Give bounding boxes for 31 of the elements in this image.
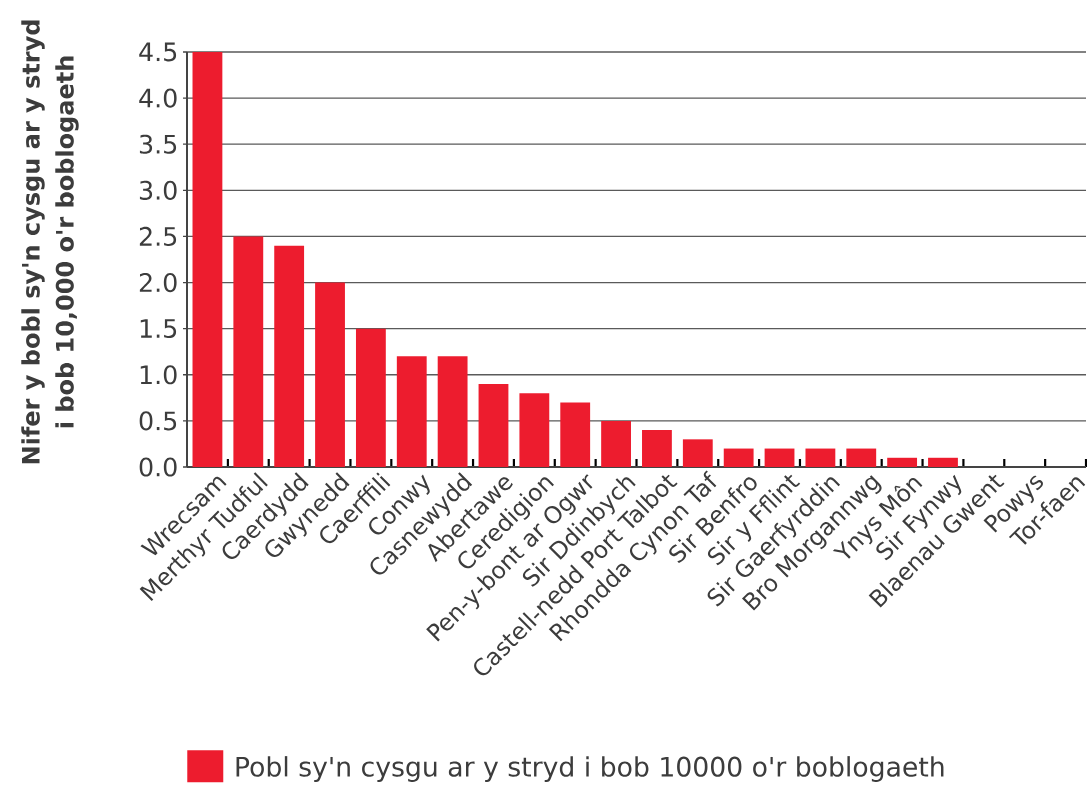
y-tick-label: 2.5 xyxy=(139,226,177,247)
legend-label: Pobl sy'n cysgu ar y stryd i bob 10000 o'r boblogaeth xyxy=(236,756,944,782)
bar xyxy=(928,457,958,467)
y-tick-label: 4.0 xyxy=(139,88,177,108)
y-tick-label: 0.0 xyxy=(139,457,177,477)
y-tick-label: 4.5 xyxy=(139,42,177,62)
bar xyxy=(396,356,427,467)
bar xyxy=(355,328,386,467)
bar xyxy=(315,282,345,467)
y-axis-title: Nifer y bobl sy'n cysgu ar y stryd i bob 10,000 o'r boblogaeth xyxy=(21,20,79,464)
bar xyxy=(233,236,264,467)
bar xyxy=(437,356,468,467)
bar xyxy=(560,402,591,467)
y-tick-label: 0.5 xyxy=(139,411,177,431)
bar xyxy=(682,439,713,467)
bar xyxy=(805,448,836,467)
bar xyxy=(764,448,795,467)
bar xyxy=(846,448,877,467)
y-tick-label: 2.0 xyxy=(139,272,177,293)
y-tick-label: 1.0 xyxy=(140,365,177,385)
bar xyxy=(723,448,754,467)
bar xyxy=(519,393,550,467)
bar xyxy=(887,457,918,467)
bar xyxy=(478,384,509,467)
y-tick-label: 3.0 xyxy=(139,180,177,200)
y-tick-label: 3.5 xyxy=(139,134,177,154)
bar xyxy=(274,245,305,467)
bar xyxy=(601,420,631,467)
bar xyxy=(192,52,223,467)
y-tick-label: 1.5 xyxy=(140,319,177,339)
bar xyxy=(642,430,672,467)
